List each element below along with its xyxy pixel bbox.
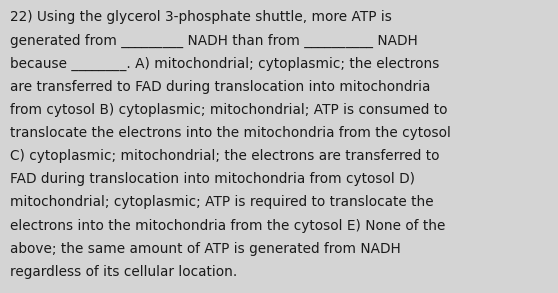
Text: mitochondrial; cytoplasmic; ATP is required to translocate the: mitochondrial; cytoplasmic; ATP is requi…: [10, 195, 434, 209]
Text: 22) Using the glycerol 3-phosphate shuttle, more ATP is: 22) Using the glycerol 3-phosphate shutt…: [10, 10, 392, 24]
Text: above; the same amount of ATP is generated from NADH: above; the same amount of ATP is generat…: [10, 242, 401, 256]
Text: FAD during translocation into mitochondria from cytosol D): FAD during translocation into mitochondr…: [10, 172, 415, 186]
Text: because ________. A) mitochondrial; cytoplasmic; the electrons: because ________. A) mitochondrial; cyto…: [10, 57, 439, 71]
Text: C) cytoplasmic; mitochondrial; the electrons are transferred to: C) cytoplasmic; mitochondrial; the elect…: [10, 149, 440, 163]
Text: regardless of its cellular location.: regardless of its cellular location.: [10, 265, 237, 279]
Text: generated from _________ NADH than from __________ NADH: generated from _________ NADH than from …: [10, 33, 418, 47]
Text: from cytosol B) cytoplasmic; mitochondrial; ATP is consumed to: from cytosol B) cytoplasmic; mitochondri…: [10, 103, 448, 117]
Text: are transferred to FAD during translocation into mitochondria: are transferred to FAD during translocat…: [10, 80, 430, 94]
Text: translocate the electrons into the mitochondria from the cytosol: translocate the electrons into the mitoc…: [10, 126, 451, 140]
Text: electrons into the mitochondria from the cytosol E) None of the: electrons into the mitochondria from the…: [10, 219, 445, 233]
